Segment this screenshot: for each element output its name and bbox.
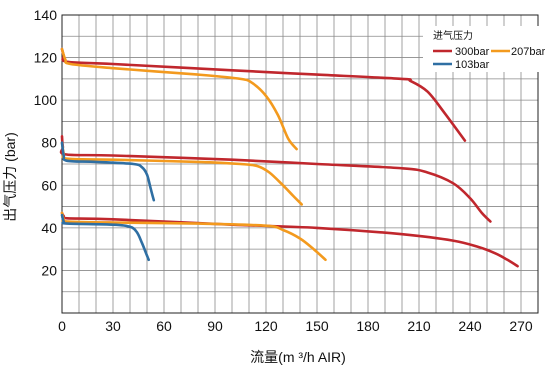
x-tick-label: 0 <box>58 318 66 334</box>
x-tick-label: 240 <box>458 318 482 334</box>
y-tick-label: 100 <box>34 92 58 108</box>
legend-label-300bar: 300bar <box>455 46 490 58</box>
legend-label-103bar: 103bar <box>455 59 490 71</box>
series-line-300bar-low <box>60 211 519 268</box>
y-tick-label: 20 <box>41 262 57 278</box>
x-tick-label: 30 <box>105 318 121 334</box>
axes <box>61 14 539 314</box>
series-line-103bar-mid <box>60 141 156 202</box>
series-line-300bar-mid <box>59 135 492 223</box>
series-line-300bar-high <box>60 47 467 142</box>
x-tick-label: 210 <box>407 318 431 334</box>
y-tick-label: 60 <box>41 177 57 193</box>
plot-frame <box>61 14 539 314</box>
legend-title: 进气压力 <box>433 29 473 42</box>
y-tick-label: 140 <box>34 7 58 23</box>
y-axis-title: 出气压力 (bar) <box>2 132 18 221</box>
series-line-207bar-high <box>60 47 298 151</box>
tick-labels: 0 30 60 90 120 150 180 210 240 270 20 40 60 80 100 120 1… <box>34 7 533 334</box>
x-tick-label: 270 <box>509 318 533 334</box>
x-tick-label: 120 <box>254 318 278 334</box>
legend: 进气压力 300bar 207bar 103bar <box>423 26 545 72</box>
x-axis-title: 流量(m ³/h AIR) <box>250 349 346 365</box>
x-tick-label: 150 <box>305 318 329 334</box>
x-tick-label: 90 <box>207 318 223 334</box>
series-lines <box>59 47 519 268</box>
x-tick-label: 180 <box>356 318 380 334</box>
series-line-103bar-low <box>60 213 150 262</box>
x-tick-label: 60 <box>156 318 172 334</box>
y-tick-label: 40 <box>41 220 57 236</box>
y-tick-label: 120 <box>34 50 58 66</box>
y-tick-label: 80 <box>41 135 57 151</box>
legend-label-207bar: 207bar <box>511 46 545 58</box>
